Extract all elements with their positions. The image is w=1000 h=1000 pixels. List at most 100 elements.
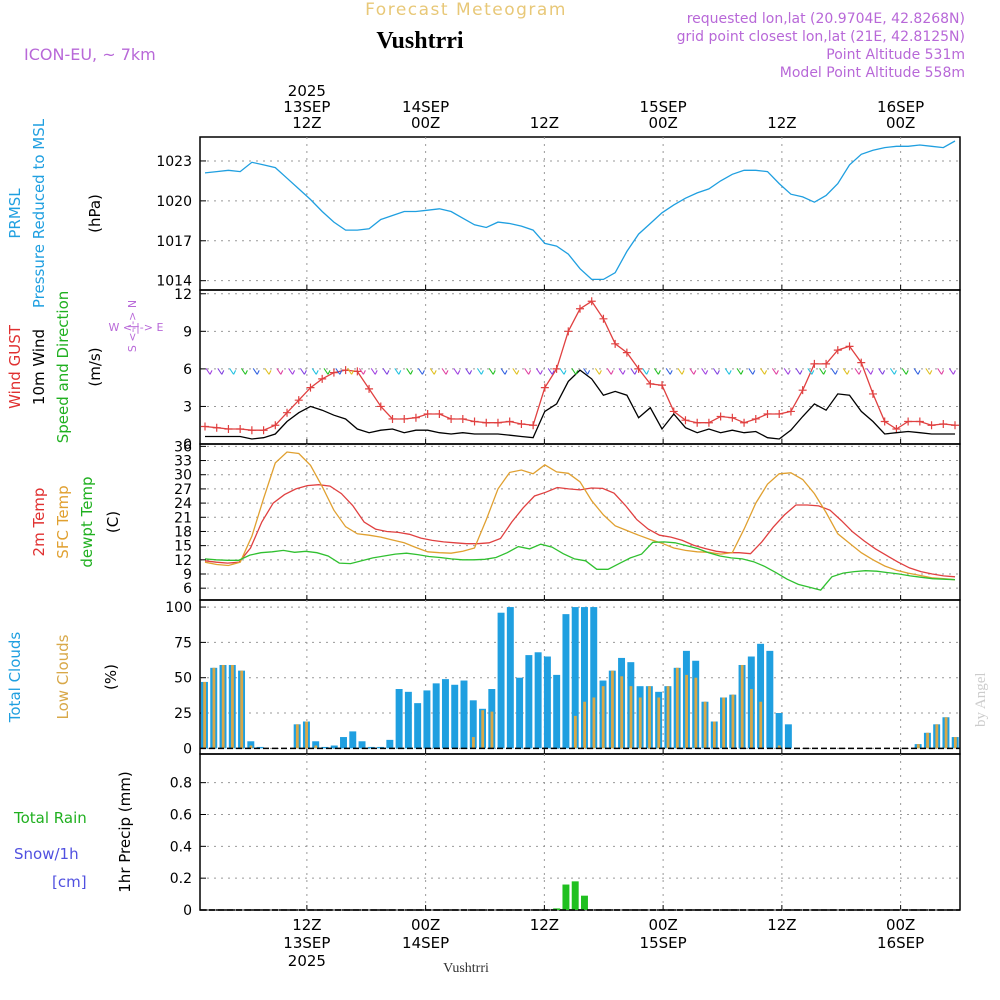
grid-point-lonlat: grid point closest lon,lat (21E, 42.8125… bbox=[677, 29, 965, 45]
ytick-label-wind-2: 6 bbox=[183, 362, 192, 378]
marker-wind-17 bbox=[400, 414, 409, 423]
marker-wind-19 bbox=[423, 409, 432, 418]
bar-clouds-1-5 bbox=[249, 745, 253, 749]
wind-arrow-24 bbox=[488, 368, 496, 375]
marker-wind-44 bbox=[716, 412, 725, 421]
wind-arrow-11 bbox=[335, 368, 343, 375]
bar-clouds-0-13 bbox=[321, 746, 329, 749]
ytick-label-wind-3: 9 bbox=[183, 324, 192, 340]
bar-clouds-1-10 bbox=[295, 724, 299, 749]
requested-lonlat: requested lon,lat (20.9704E, 42.8268N) bbox=[687, 11, 965, 27]
marker-wind-26 bbox=[505, 417, 514, 426]
bar-clouds-1-46 bbox=[629, 686, 633, 749]
marker-wind-8 bbox=[294, 396, 303, 405]
marker-wind-38 bbox=[646, 379, 655, 388]
label-clouds-1: Low Clouds bbox=[54, 634, 72, 719]
wind-arrow-62 bbox=[937, 368, 945, 375]
label-wind-3: (m/s) bbox=[86, 347, 104, 386]
wind-arrow-61 bbox=[925, 368, 933, 375]
marker-wind-57 bbox=[868, 389, 877, 398]
bar-clouds-1-52 bbox=[685, 674, 688, 749]
ytick-label-temp-5: 21 bbox=[174, 510, 192, 526]
label-precip-1: Snow/1h bbox=[14, 845, 79, 863]
ytick-label-clouds-0: 0 bbox=[183, 741, 192, 757]
bar-clouds-1-80 bbox=[944, 717, 948, 749]
marker-wind-36 bbox=[622, 348, 631, 357]
wind-arrow-14 bbox=[370, 368, 378, 375]
bar-clouds-1-41 bbox=[583, 701, 587, 749]
wind-arrow-29 bbox=[547, 368, 555, 375]
wind-arrow-16 bbox=[394, 368, 402, 375]
wind-arrow-27 bbox=[524, 368, 532, 375]
bar-clouds-1-44 bbox=[611, 670, 614, 749]
panel-frame-precip bbox=[199, 753, 961, 911]
marker-wind-48 bbox=[763, 409, 772, 418]
bar-clouds-0-22 bbox=[404, 691, 412, 749]
marker-wind-28 bbox=[529, 421, 538, 430]
ytick-label-precip-1: 0.2 bbox=[170, 871, 192, 887]
marker-wind-42 bbox=[693, 418, 702, 427]
marker-wind-11 bbox=[329, 368, 338, 377]
wind-arrow-34 bbox=[606, 368, 614, 375]
marker-wind-31 bbox=[564, 327, 573, 336]
bar-clouds-0-25 bbox=[432, 683, 440, 749]
wind-arrow-46 bbox=[748, 368, 756, 375]
wind-arrow-35 bbox=[618, 368, 626, 375]
ytick-label-temp-9: 33 bbox=[174, 454, 192, 470]
bar-clouds-1-62 bbox=[777, 745, 781, 749]
marker-wind-50 bbox=[786, 407, 795, 416]
marker-wind-54 bbox=[833, 346, 842, 355]
bar-clouds-0-42 bbox=[590, 607, 598, 749]
wind-arrow-49 bbox=[783, 368, 791, 375]
top-xlabel-1-1: 00Z bbox=[411, 114, 440, 132]
marker-wind-55 bbox=[845, 342, 854, 351]
wind-arrow-39 bbox=[665, 368, 673, 375]
wind-arrow-56 bbox=[866, 368, 874, 375]
bar-clouds-0-15 bbox=[340, 737, 347, 749]
bar-clouds-1-54 bbox=[703, 701, 707, 749]
marker-wind-23 bbox=[470, 417, 479, 426]
bar-clouds-0-26 bbox=[441, 679, 449, 749]
marker-wind-24 bbox=[482, 418, 491, 427]
ytick-label-wind-0: 0 bbox=[183, 437, 192, 453]
bar-clouds-1-30 bbox=[481, 710, 485, 749]
wind-arrow-60 bbox=[913, 368, 921, 375]
wind-arrow-58 bbox=[889, 368, 897, 375]
wind-arrow-9 bbox=[311, 368, 319, 375]
wind-arrow-44 bbox=[724, 368, 732, 375]
bar-clouds-0-14 bbox=[330, 745, 338, 749]
bar-clouds-0-16 bbox=[349, 731, 357, 749]
bottom-xlabel-2-0: 12Z bbox=[530, 916, 559, 934]
bar-clouds-0-12 bbox=[312, 741, 320, 749]
wind-arrow-22 bbox=[465, 368, 473, 375]
wind-arrow-43 bbox=[712, 368, 720, 375]
wind-arrow-28 bbox=[535, 368, 543, 375]
bar-clouds-0-27 bbox=[451, 684, 459, 749]
wind-arrow-12 bbox=[347, 368, 355, 375]
marker-wind-39 bbox=[658, 381, 667, 390]
bar-clouds-1-3 bbox=[231, 664, 234, 749]
label-pressure-0: PRMSL bbox=[6, 188, 24, 239]
panel-frame-clouds bbox=[199, 599, 961, 755]
marker-wind-47 bbox=[751, 414, 760, 423]
marker-wind-9 bbox=[306, 383, 315, 392]
marker-wind-29 bbox=[540, 383, 549, 392]
bar-clouds-1-60 bbox=[759, 701, 763, 749]
bar-clouds-0-28 bbox=[460, 680, 468, 749]
bar-clouds-1-53 bbox=[694, 677, 698, 749]
marker-wind-1 bbox=[212, 423, 221, 432]
ytick-label-temp-1: 9 bbox=[183, 567, 192, 583]
wind-arrow-41 bbox=[689, 368, 697, 375]
wind-arrow-37 bbox=[642, 368, 650, 375]
line-wind-0 bbox=[204, 300, 956, 431]
bar-clouds-1-57 bbox=[731, 694, 735, 749]
bar-clouds-1-42 bbox=[592, 697, 596, 749]
label-clouds-0: Total Clouds bbox=[6, 632, 24, 724]
ytick-label-clouds-3: 75 bbox=[174, 635, 192, 651]
wind-arrow-20 bbox=[441, 368, 449, 375]
model-label: ICON-EU, ~ 7km bbox=[24, 45, 156, 64]
bottom-xlabel-3-0: 00Z bbox=[648, 916, 677, 934]
line-temp-1 bbox=[204, 451, 956, 581]
ytick-label-precip-0: 0 bbox=[183, 903, 192, 919]
